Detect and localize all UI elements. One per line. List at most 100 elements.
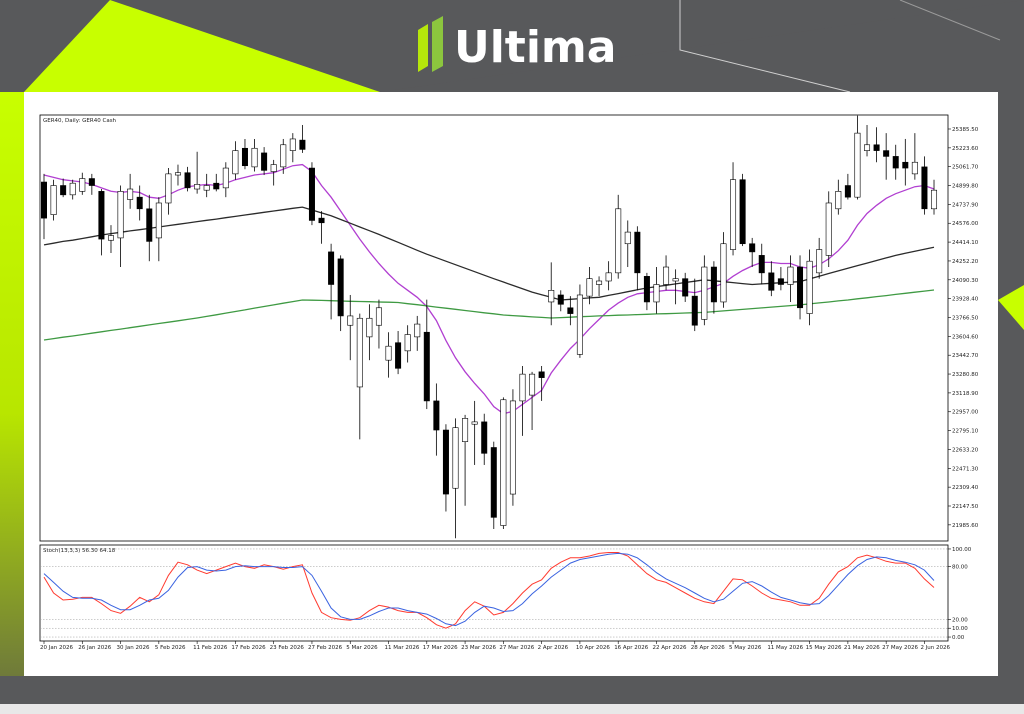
stoch-line [43,552,935,627]
candle-body [921,166,928,210]
moving-average [43,289,935,341]
candle-body [213,182,220,190]
y-tick-label: 24252.20 [952,259,979,265]
candle-body [797,266,804,309]
bg-lime-top [24,0,380,92]
candle-body [452,427,459,489]
candle-body [730,179,737,250]
y-tick-label: 23604.60 [952,334,979,340]
candle-body [127,188,134,200]
candle-body [136,196,143,210]
x-tick-label: 26 Jan 2026 [78,645,111,651]
x-tick-label: 21 May 2026 [844,645,880,651]
candle-body [548,290,555,303]
y-tick-label: 21985.60 [952,523,979,529]
candle-body [643,276,650,303]
y-tick-label: 23118.90 [952,391,979,397]
y-tick-label: 22309.40 [952,485,979,491]
candle-body [835,191,842,210]
bg-lime-left [0,92,24,676]
candle-body [375,307,382,326]
candle-body [308,167,315,221]
y-tick-label: 22633.20 [952,447,979,453]
stoch-pane [39,544,949,642]
candle-body [749,243,756,253]
candle-body [174,172,181,176]
candle-body [241,147,248,167]
candle-body [663,266,670,285]
x-tick-label: 27 May 2026 [882,645,918,651]
candle-body [88,178,95,186]
candle-body [69,182,76,196]
candle-body [816,249,823,274]
candle-body [404,334,411,352]
candle-body [165,173,172,204]
candle-body [385,345,392,361]
y-tick-label: 22795.10 [952,429,979,435]
y-tick-label: 22957.00 [952,410,979,416]
candle-body [366,317,373,338]
x-tick-label: 17 Feb 2026 [231,645,266,651]
candle-body [347,315,354,326]
candle-body [787,266,794,285]
y-tick-label: 22471.30 [952,466,979,472]
candle-body [490,447,497,518]
candle-body [79,178,86,192]
x-tick-label: 15 May 2026 [806,645,842,651]
chart-title: GER40, Daily: GER40 Cash [43,118,117,124]
x-tick-label: 11 Feb 2026 [193,645,228,651]
candle-body [576,294,583,355]
candle-body [318,217,325,224]
candle-body [902,161,909,169]
candle-body [529,373,536,396]
candle-body [60,185,67,196]
candle-body [538,371,545,378]
x-tick-label: 27 Feb 2026 [308,645,343,651]
candle-body [758,255,765,274]
y-tick-label: 10.00 [952,626,968,632]
y-tick-label: 22147.50 [952,504,979,510]
candle-body [98,191,105,240]
candle-body [117,191,124,239]
x-tick-label: 11 May 2026 [767,645,803,651]
moving-average [43,163,935,415]
candle-body [777,278,784,285]
x-tick-label: 5 Mar 2026 [346,645,378,651]
candle-body [739,179,746,245]
candle-body [567,307,574,314]
candle-body [844,185,851,198]
y-tick-label: 24414.10 [952,240,979,246]
candle-body [500,399,507,526]
bg-deco [679,0,851,93]
candle-body [414,323,421,338]
candle-body [462,418,469,442]
x-tick-label: 23 Mar 2026 [461,645,496,651]
candle-body [864,144,871,151]
candle-body [261,152,268,171]
candle-body [328,251,335,285]
y-tick-label: 100.00 [952,547,972,553]
candle-body [40,181,47,219]
y-tick-label: 20.00 [952,617,968,623]
x-tick-label: 22 Apr 2026 [652,645,687,651]
x-tick-label: 2 Jun 2026 [920,645,950,651]
y-tick-label: 23442.70 [952,353,979,359]
candle-body [806,260,813,314]
candle-body [634,231,641,274]
x-tick-label: 30 Jan 2026 [117,645,150,651]
x-tick-label: 16 Apr 2026 [614,645,649,651]
y-tick-label: 80.00 [952,565,968,571]
candle-body [107,235,114,241]
y-tick-label: 24090.30 [952,278,979,284]
x-tick-label: 5 Feb 2026 [155,645,186,651]
candle-body [356,317,363,388]
bg-deco [899,0,1001,41]
candle-body [701,266,708,320]
candle-body [146,208,153,242]
candle-body [395,342,402,369]
y-tick-label: 25061.70 [952,165,979,171]
candle-body [720,243,727,303]
candle-body [50,185,57,215]
